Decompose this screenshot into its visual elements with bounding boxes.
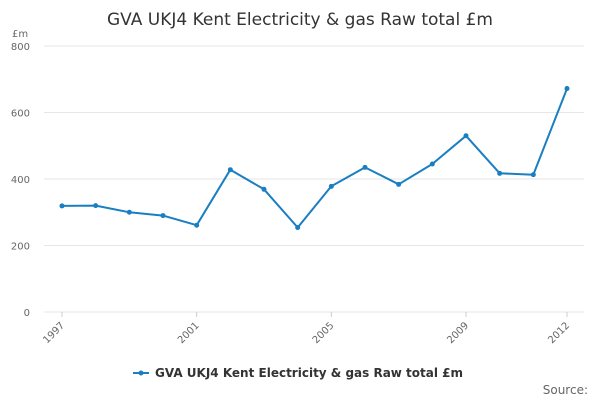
x-tick-label: 2001 (176, 320, 202, 346)
x-tick-label: 2005 (311, 320, 337, 346)
data-point[interactable] (530, 172, 536, 178)
grid-layer (44, 45, 584, 313)
y-tick-label: 400 (11, 175, 30, 186)
data-point[interactable] (160, 213, 166, 219)
data-point[interactable] (93, 203, 99, 209)
chart-title: GVA UKJ4 Kent Electricity & gas Raw tota… (107, 10, 493, 30)
data-point[interactable] (126, 209, 132, 215)
data-point[interactable] (362, 164, 368, 170)
legend[interactable]: GVA UKJ4 Kent Electricity & gas Raw tota… (133, 366, 463, 380)
data-point[interactable] (396, 181, 402, 187)
x-tick-label: 1997 (41, 320, 67, 346)
legend-label: GVA UKJ4 Kent Electricity & gas Raw tota… (155, 366, 463, 380)
y-tick-label: 200 (11, 242, 30, 253)
x-axis: 1997 2001 2005 2009 2012 (41, 312, 572, 346)
data-point[interactable] (429, 161, 435, 167)
legend-marker (138, 370, 144, 376)
y-tick-label: 0 (24, 308, 30, 319)
data-point[interactable] (227, 167, 233, 173)
y-tick-label: 600 (11, 109, 30, 120)
data-point[interactable] (564, 86, 570, 92)
source-label: Source: (543, 383, 588, 397)
y-axis: 0 200 400 600 800 (11, 42, 30, 319)
data-point[interactable] (194, 222, 200, 228)
data-point[interactable] (328, 183, 334, 189)
series-line (61, 88, 568, 229)
data-point[interactable] (463, 133, 469, 139)
x-tick-label: 2012 (546, 320, 572, 346)
data-point[interactable] (59, 203, 65, 209)
y-tick-label: 800 (11, 42, 30, 53)
data-point[interactable] (295, 225, 301, 231)
data-point[interactable] (497, 170, 503, 176)
x-tick-label: 2009 (445, 320, 471, 346)
data-points (59, 86, 570, 231)
y-axis-unit: £m (12, 29, 28, 40)
data-point[interactable] (261, 186, 267, 192)
